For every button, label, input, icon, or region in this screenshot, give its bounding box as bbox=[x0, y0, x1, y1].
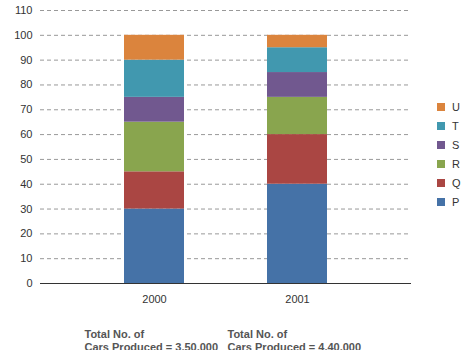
svg-text:80: 80 bbox=[20, 78, 32, 90]
html-text:U: U bbox=[452, 100, 460, 113]
html-text:T: T bbox=[452, 119, 459, 132]
svg-text:10: 10 bbox=[20, 252, 32, 264]
svg-text:0: 0 bbox=[26, 277, 32, 289]
html-text:R: R bbox=[452, 157, 460, 170]
svg-text:70: 70 bbox=[20, 103, 32, 115]
svg-text:30: 30 bbox=[20, 203, 32, 215]
svg-text:50: 50 bbox=[20, 153, 32, 165]
html-text:Q: Q bbox=[452, 176, 461, 189]
svg-text:20: 20 bbox=[20, 227, 32, 239]
svg-text:2000: 2000 bbox=[142, 293, 166, 305]
svg-text:Total No. ofCars Produced = 3,: Total No. ofCars Produced = 3,50,000 bbox=[85, 328, 219, 350]
svg-text:40: 40 bbox=[20, 178, 32, 190]
html-text:S: S bbox=[452, 138, 460, 151]
svg-text:110: 110 bbox=[15, 4, 33, 16]
svg-text:90: 90 bbox=[20, 54, 32, 66]
svg-text:60: 60 bbox=[20, 128, 32, 140]
svg-text:100: 100 bbox=[14, 29, 32, 41]
svg-text:2001: 2001 bbox=[285, 293, 309, 305]
html-text:P: P bbox=[452, 195, 460, 208]
svg-text:Total No. ofCars Produced = 4,: Total No. ofCars Produced = 4,40,000 bbox=[228, 328, 362, 350]
